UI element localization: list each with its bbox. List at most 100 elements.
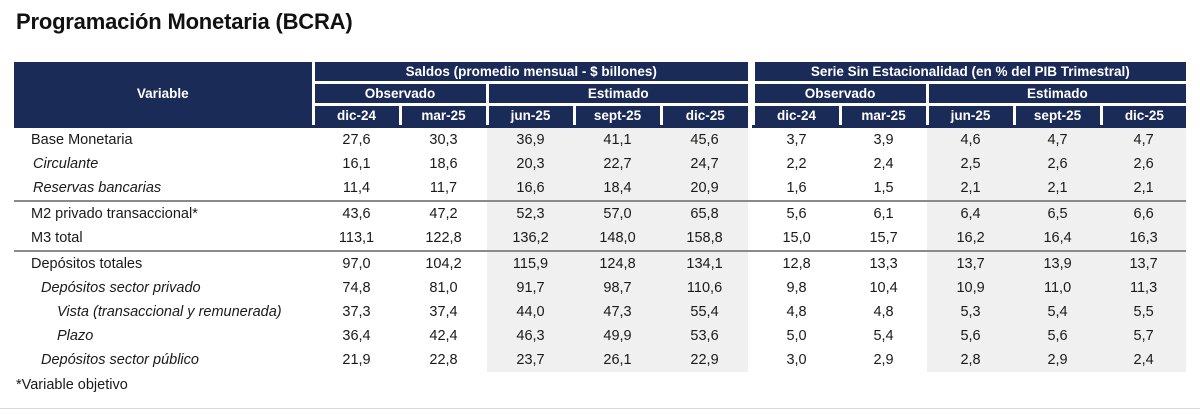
value-cell: 21,9 <box>342 352 371 368</box>
table-row: Plazo 36,4 42,4 46,3 49,9 53,6 5,0 5,4 5,6 5,6 5,7 <box>14 324 1187 348</box>
value-cell: 10,9 <box>927 276 1015 300</box>
value-cell: 10,4 <box>869 280 898 296</box>
group-header-row: Variable Saldos (promedio mensual - $ bi… <box>14 62 1187 128</box>
row-label: Base Monetaria <box>31 132 133 148</box>
value-cell: 4,8 <box>873 304 894 320</box>
serie-estimado-subheader: Estimado <box>925 81 1187 105</box>
table-row: Base Monetaria 27,6 30,3 36,9 41,1 45,6 3,7 3,9… <box>14 126 1187 152</box>
value-cell: 42,4 <box>429 328 458 344</box>
month-column-header: dic-24 <box>311 103 400 128</box>
value-cell: 37,3 <box>342 304 371 320</box>
group-gap <box>748 62 754 127</box>
value-cell: 5,4 <box>1014 300 1102 324</box>
value-cell: 5,3 <box>927 300 1015 324</box>
value-cell: 115,9 <box>487 251 574 276</box>
value-cell: 5,6 <box>1014 324 1102 348</box>
value-cell: 18,6 <box>429 156 458 172</box>
value-cell: 13,7 <box>927 251 1015 276</box>
value-cell: 136,2 <box>487 226 574 252</box>
value-cell: 113,1 <box>313 226 400 252</box>
value-cell: 16,3 <box>1101 226 1187 252</box>
value-cell: 5,6 <box>786 206 807 222</box>
value-cell: 47,2 <box>429 206 458 222</box>
value-cell: 30,3 <box>429 132 458 148</box>
value-cell: 37,4 <box>429 304 458 320</box>
value-cell: 16,6 <box>487 176 574 202</box>
row-label: M3 total <box>14 226 313 252</box>
value-cell: 22,7 <box>574 152 661 176</box>
value-cell: 2,9 <box>1014 348 1102 372</box>
value-cell: 122,8 <box>400 226 487 252</box>
value-cell: 2,4 <box>1101 348 1187 372</box>
value-cell: 5,7 <box>1101 324 1187 348</box>
value-cell: 5,5 <box>1101 300 1187 324</box>
value-cell: 2,8 <box>927 348 1015 372</box>
footnote: *Variable objetivo <box>16 377 128 393</box>
value-cell: 5,4 <box>873 328 894 344</box>
value-cell: 46,3 <box>487 324 574 348</box>
value-cell: 36,9 <box>487 126 574 152</box>
row-label: Circulante <box>33 156 99 172</box>
value-cell: 3,9 <box>873 132 894 148</box>
group-gap-cell <box>748 226 754 252</box>
table-row: Reservas bancarias 11,4 11,7 16,6 18,4 20,9 1,… <box>14 176 1187 202</box>
value-cell: 27,6 <box>342 132 371 148</box>
row-label: Plazo <box>57 328 94 344</box>
value-cell: 2,5 <box>927 152 1015 176</box>
value-cell: 20,9 <box>661 176 749 202</box>
value-cell: 1,6 <box>753 176 841 202</box>
month-column-header: jun-25 <box>485 103 574 128</box>
value-cell: 15,0 <box>753 226 841 252</box>
value-cell: 53,6 <box>661 324 749 348</box>
value-cell: 4,6 <box>927 126 1015 152</box>
value-cell: 6,5 <box>1014 201 1102 226</box>
value-cell: 11,3 <box>1101 276 1187 300</box>
month-column-header: mar-25 <box>838 103 928 128</box>
value-cell: 16,4 <box>1014 226 1102 252</box>
value-cell: 148,0 <box>574 226 661 252</box>
value-cell: 4,7 <box>1014 126 1102 152</box>
value-cell: 81,0 <box>429 280 458 296</box>
value-cell: 97,0 <box>342 256 371 272</box>
value-cell: 22,8 <box>429 352 458 368</box>
value-cell: 4,8 <box>786 304 807 320</box>
value-cell: 44,0 <box>487 300 574 324</box>
value-cell: 55,4 <box>661 300 749 324</box>
month-column-header: dic-25 <box>1099 103 1187 128</box>
value-cell: 2,6 <box>1101 152 1187 176</box>
value-cell: 16,1 <box>342 156 371 172</box>
value-cell: 124,8 <box>574 251 661 276</box>
value-cell: 91,7 <box>487 276 574 300</box>
group-gap-cell <box>748 176 754 202</box>
value-cell: 45,6 <box>661 126 749 152</box>
row-label: Depósitos sector privado <box>41 280 201 296</box>
value-cell: 52,3 <box>487 201 574 226</box>
value-cell: 2,4 <box>873 156 894 172</box>
month-column-header: mar-25 <box>398 103 487 128</box>
value-cell: 26,1 <box>574 348 661 372</box>
table-row: Circulante 16,1 18,6 20,3 22,7 24,7 2,2 2,4 2,5 2… <box>14 152 1187 176</box>
value-cell: 110,6 <box>661 276 749 300</box>
value-cell: 22,9 <box>661 348 749 372</box>
value-cell: 2,6 <box>1014 152 1102 176</box>
value-cell: 16,2 <box>927 226 1015 252</box>
value-cell: 15,7 <box>840 226 928 252</box>
value-cell: 13,3 <box>869 256 898 272</box>
value-cell: 2,9 <box>873 352 894 368</box>
value-cell: 13,9 <box>1014 251 1102 276</box>
value-cell: 6,6 <box>1101 201 1187 226</box>
month-header-row: dic-24 mar-25 jun-25 sept-25 dic-25 dic-… <box>14 103 1187 128</box>
value-cell: 104,2 <box>425 256 462 272</box>
value-cell: 23,7 <box>487 348 574 372</box>
value-cell: 74,8 <box>342 280 371 296</box>
table-row: M3 total 113,1 122,8 136,2 148,0 158,8 15,0 15,… <box>14 226 1187 252</box>
saldos-estimado-subheader: Estimado <box>485 81 749 105</box>
row-label: Depósitos sector público <box>41 352 199 368</box>
table-row: Depósitos sector privado 74,8 81,0 91,7 98,7… <box>14 276 1187 300</box>
value-cell: 9,8 <box>786 280 807 296</box>
value-cell: 20,3 <box>487 152 574 176</box>
value-cell: 11,4 <box>313 176 400 202</box>
table-row: Depósitos sector público 21,9 22,8 23,7 26,1… <box>14 348 1187 372</box>
month-column-header: dic-25 <box>659 103 749 128</box>
monetary-programming-table: Variable Saldos (promedio mensual - $ bi… <box>14 62 1187 372</box>
